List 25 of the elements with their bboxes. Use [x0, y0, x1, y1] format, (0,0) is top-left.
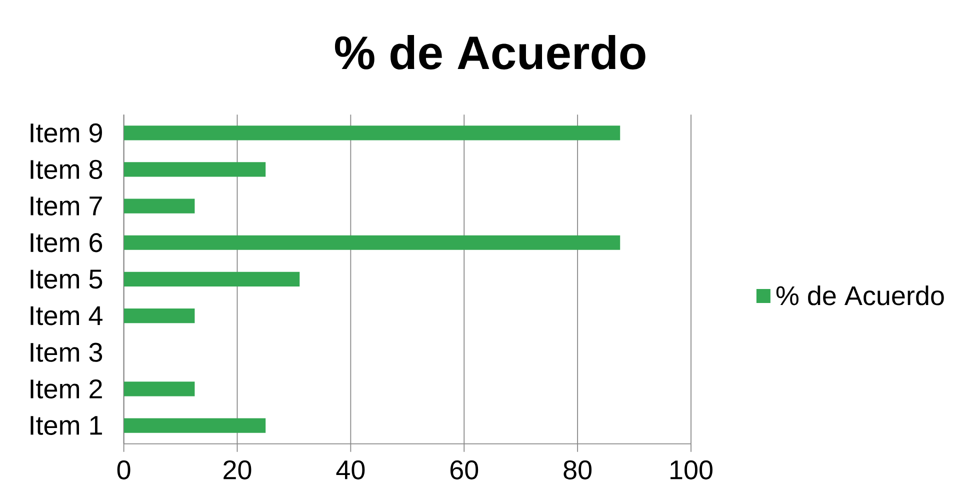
bar	[124, 235, 620, 250]
bar	[124, 162, 266, 177]
bar	[124, 126, 620, 140]
x-tick-label: 40	[336, 460, 365, 480]
y-tick-label: Item 1	[30, 416, 102, 435]
x-tick-label: 60	[450, 460, 478, 480]
bar	[124, 308, 195, 324]
y-tick-label: Item 9	[30, 123, 102, 142]
x-tick-label: 20	[224, 460, 252, 480]
legend-label: % de Acuerdo	[776, 285, 944, 306]
y-tick-label: Item 5	[30, 270, 102, 289]
y-tick-label: Item 6	[30, 233, 102, 252]
y-tick-label: Item 7	[30, 196, 102, 216]
bar	[124, 418, 266, 433]
y-tick-label: Item 3	[30, 342, 102, 362]
y-tick-label: Item 8	[30, 160, 102, 180]
y-tick-label: Item 2	[30, 379, 102, 399]
x-tick-label: 100	[670, 460, 712, 480]
y-tick-label: Item 4	[30, 306, 102, 326]
chart-title: % de Acuerdo	[334, 34, 646, 70]
x-tick-label: 0	[117, 460, 130, 480]
bar	[124, 272, 300, 287]
bar	[124, 382, 195, 396]
x-tick-label: 80	[564, 460, 592, 480]
bar	[124, 198, 195, 214]
